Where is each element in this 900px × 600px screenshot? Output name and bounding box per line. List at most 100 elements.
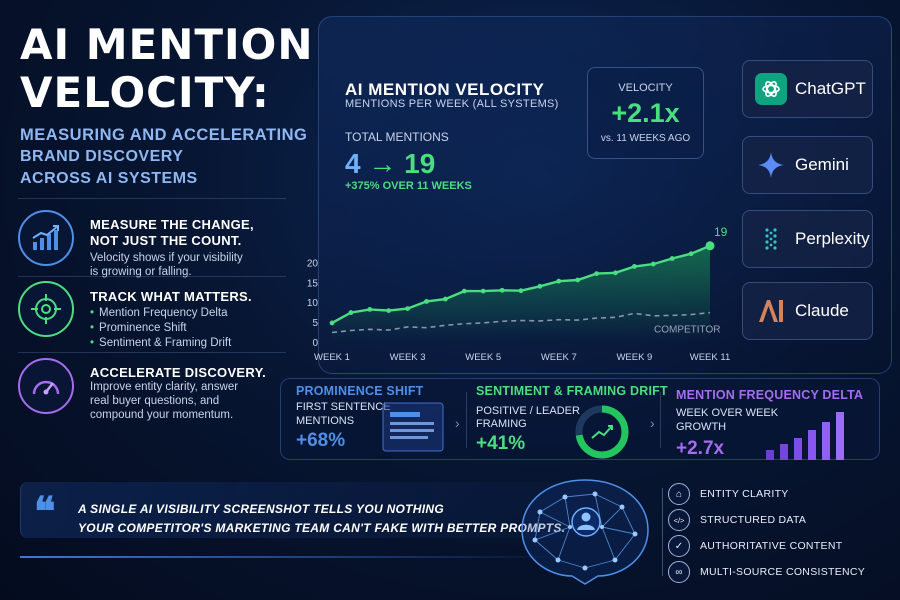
metric-value: +2.7x — [676, 438, 725, 459]
data-point — [461, 288, 467, 294]
quote-line-2: YOUR COMPETITOR'S MARKETING TEAM CAN'T F… — [78, 521, 566, 535]
chevron-right-icon: › — [455, 415, 460, 431]
ai-name: Perplexity — [795, 229, 870, 248]
chart-subtitle: MENTIONS PER WEEK (ALL SYSTEMS) — [345, 98, 559, 110]
data-point — [424, 299, 429, 304]
subheadline-line-2: BRAND DISCOVERY — [20, 148, 184, 165]
chevron-right-icon: › — [650, 415, 655, 431]
divider — [20, 556, 560, 558]
institution-icon: ⌂ — [668, 483, 690, 505]
ai-card-gemini: Gemini — [742, 136, 873, 194]
competitor-series-line — [331, 311, 711, 334]
pillar-label: MULTI-SOURCE CONSISTENCY — [700, 566, 866, 578]
x-tick-label: WEEK 3 — [390, 352, 426, 363]
chatgpt-logo-icon — [755, 73, 787, 105]
total-mentions-value: 4 → 19 — [345, 148, 435, 180]
divider — [18, 198, 286, 199]
metric-text: POSITIVE / LEADER — [476, 405, 580, 417]
data-point — [329, 320, 335, 326]
feature-3-text-line-1: Improve entity clarity, answer — [90, 381, 239, 393]
total-arrow: → — [368, 148, 397, 179]
pillar-label: AUTHORITATIVE CONTENT — [700, 540, 843, 552]
rising-bars-icon — [764, 408, 856, 465]
total-from: 4 — [345, 148, 361, 179]
donut-trend-icon — [572, 402, 632, 467]
quote-panel — [20, 482, 600, 538]
feature-1-title-line-2: NOT JUST THE COUNT. — [90, 233, 242, 248]
ai-name: Claude — [795, 301, 849, 320]
target-icon — [18, 281, 74, 337]
data-point — [650, 261, 656, 267]
data-point — [480, 288, 486, 294]
ai-card-claude: Claude — [742, 282, 873, 340]
x-tick-label: WEEK 7 — [541, 352, 577, 363]
feature-1-text-line-1: Velocity shows if your visibility — [90, 252, 243, 264]
velocity-note: vs. 11 WEEKS AGO — [600, 133, 691, 144]
y-tick-label: 10 — [307, 298, 319, 309]
data-point — [348, 310, 354, 315]
bar-chart-up-icon — [18, 210, 74, 266]
competitor-legend-label: COMPETITOR — [654, 325, 720, 336]
data-point — [537, 283, 543, 289]
link-icon: ∞ — [668, 561, 690, 583]
velocity-label: VELOCITY — [618, 82, 673, 94]
y-tick-label: 5 — [312, 318, 318, 329]
series-area — [332, 245, 710, 342]
headline-line-1: AI MENTION — [20, 20, 314, 69]
metric-text: GROWTH — [676, 421, 727, 433]
metric-text: WEEK OVER WEEK — [676, 407, 779, 419]
claude-logo-icon — [755, 295, 787, 327]
metric-title: PROMINENCE SHIFT — [296, 384, 424, 398]
ai-name: ChatGPT — [795, 79, 866, 98]
data-point — [613, 270, 618, 276]
feature-2-bullet: • Sentiment & Framing Drift — [90, 337, 232, 349]
velocity-box: VELOCITY +2.1x vs. 11 WEEKS AGO — [587, 67, 704, 159]
total-mentions-label: TOTAL MENTIONS — [345, 130, 449, 144]
subheadline-line-1: MEASURING AND ACCELERATING — [20, 126, 308, 144]
end-value-label: 19 — [714, 225, 728, 239]
document-lines-icon — [382, 402, 444, 457]
data-point — [386, 308, 392, 313]
speedometer-icon — [18, 358, 74, 414]
data-point — [688, 251, 694, 257]
metric-title: MENTION FREQUENCY DELTA — [676, 388, 864, 402]
x-tick-label: WEEK 11 — [690, 352, 730, 363]
ai-card-chatgpt: ChatGPT — [742, 60, 873, 118]
metric-value: +68% — [296, 430, 346, 451]
ai-name: Gemini — [795, 155, 849, 174]
metric-value: +41% — [476, 433, 526, 454]
data-point — [443, 296, 448, 302]
quote-mark-icon: ❝ — [34, 488, 56, 535]
ai-card-perplexity: Perplexity — [742, 210, 873, 268]
divider — [18, 276, 286, 277]
pillar-label: STRUCTURED DATA — [700, 514, 807, 526]
data-point — [499, 287, 505, 293]
metric-text: FRAMING — [476, 418, 527, 430]
divider — [660, 392, 661, 448]
data-point — [669, 256, 675, 261]
chart-title: AI MENTION VELOCITY — [345, 80, 545, 99]
x-tick-label: WEEK 5 — [465, 352, 501, 363]
brain-network-icon — [521, 479, 649, 585]
quote-line-1: A SINGLE AI VISIBILITY SCREENSHOT TELLS … — [78, 502, 445, 516]
growth-note: +375% OVER 11 WEEKS — [345, 180, 472, 192]
velocity-value: +2.1x — [611, 98, 680, 128]
total-to: 19 — [404, 148, 436, 179]
divider — [662, 488, 663, 576]
data-point — [594, 271, 599, 277]
pillar-item: </> STRUCTURED DATA — [668, 509, 806, 531]
y-tick-label: 15 — [307, 278, 319, 289]
y-tick-label: 0 — [312, 338, 318, 349]
document-check-icon: ✓ — [668, 535, 690, 557]
code-icon: </> — [668, 509, 690, 531]
pillar-item: ∞ MULTI-SOURCE CONSISTENCY — [668, 561, 865, 583]
feature-3-text-line-2: real buyer questions, and — [90, 395, 220, 407]
x-tick-label: WEEK 1 — [314, 352, 350, 363]
divider — [18, 352, 286, 353]
headline-line-2: VELOCITY: — [20, 68, 270, 117]
data-point — [518, 288, 524, 294]
data-point — [575, 277, 581, 283]
data-point — [556, 278, 562, 284]
y-tick-label: 20 — [307, 258, 319, 269]
data-point — [367, 306, 373, 312]
